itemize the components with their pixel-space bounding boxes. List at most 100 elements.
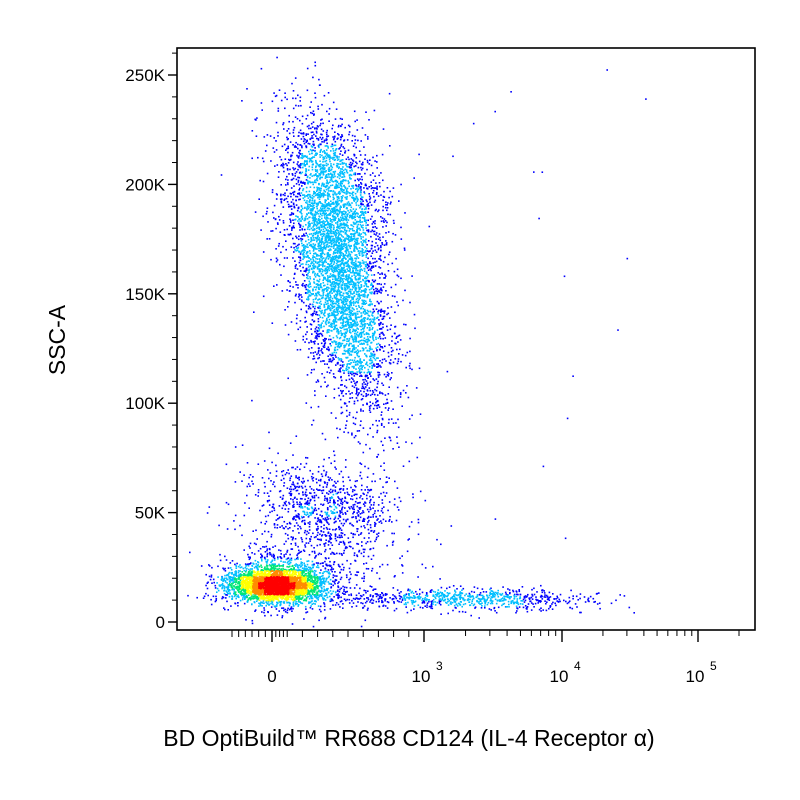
event-dot — [336, 159, 339, 161]
event-dot — [394, 358, 397, 360]
event-dot — [260, 67, 263, 70]
event-dot — [297, 328, 299, 331]
event-dot — [325, 579, 328, 581]
event-dot — [317, 357, 319, 360]
event-dot — [268, 504, 271, 506]
event-dot — [339, 491, 342, 494]
event-dot — [329, 488, 332, 491]
event-dot — [357, 543, 360, 545]
event-dot — [375, 389, 378, 392]
event-dot — [322, 122, 324, 125]
event-dot — [392, 422, 395, 424]
event-dot — [361, 221, 364, 223]
event-dot — [376, 572, 378, 574]
event-dot — [325, 513, 328, 515]
event-dot — [348, 545, 351, 548]
event-dot — [382, 128, 385, 130]
event-dot — [294, 242, 296, 245]
event-dot — [345, 386, 348, 389]
event-dot — [292, 144, 294, 146]
event-dot — [279, 556, 281, 558]
event-dot — [289, 285, 292, 287]
event-dot — [288, 560, 291, 562]
event-dot — [312, 293, 314, 295]
event-dot — [349, 178, 351, 180]
event-dot — [323, 139, 326, 142]
event-dot — [362, 607, 364, 609]
event-dot — [318, 335, 320, 338]
event-dot — [306, 457, 309, 459]
event-dot — [341, 384, 343, 386]
event-dot — [287, 162, 290, 164]
event-dot — [335, 417, 337, 419]
event-dot — [360, 169, 363, 171]
event-dot — [263, 460, 266, 462]
event-dot — [221, 577, 224, 579]
event-dot — [424, 605, 426, 607]
event-dot — [443, 596, 446, 599]
event-dot — [339, 512, 342, 514]
event-dot — [312, 156, 314, 158]
event-dot — [211, 582, 213, 584]
event-dot — [241, 100, 243, 102]
event-dot — [451, 597, 453, 599]
event-dot — [363, 211, 366, 214]
event-dot — [306, 374, 309, 376]
event-dot — [316, 544, 319, 547]
event-dot — [379, 239, 382, 242]
event-dot — [365, 393, 367, 395]
event-dot — [326, 133, 328, 136]
event-dot — [352, 504, 355, 506]
event-dot — [368, 339, 371, 342]
event-dot — [373, 310, 375, 313]
event-dot — [298, 198, 300, 201]
event-dot — [494, 598, 497, 601]
event-dot — [315, 154, 317, 156]
event-dot — [385, 593, 387, 595]
event-dot — [328, 575, 330, 578]
event-dot — [531, 598, 534, 600]
event-dot — [533, 587, 535, 590]
event-dot — [312, 419, 315, 422]
event-dot — [261, 533, 264, 535]
event-dot — [307, 296, 309, 299]
event-dot — [382, 326, 384, 329]
event-dot — [290, 548, 293, 550]
event-dot — [349, 204, 352, 207]
event-dot — [393, 332, 396, 335]
event-dot — [287, 183, 289, 186]
event-dot — [263, 556, 266, 559]
event-dot — [295, 489, 298, 492]
event-dot — [362, 295, 364, 298]
event-dot — [275, 140, 277, 142]
event-dot — [393, 602, 395, 604]
event-dot — [338, 394, 340, 397]
event-dot — [381, 346, 384, 349]
event-dot — [440, 586, 443, 589]
event-dot — [359, 358, 362, 360]
event-dot — [459, 600, 462, 603]
event-dot — [369, 407, 371, 410]
event-dot — [274, 526, 276, 529]
event-dot — [288, 132, 291, 135]
event-dot — [311, 160, 314, 163]
event-dot — [369, 394, 372, 397]
event-dot — [268, 547, 271, 550]
event-dot — [398, 592, 401, 594]
event-dot — [308, 525, 311, 528]
event-dot — [533, 593, 536, 596]
event-dot — [344, 168, 347, 171]
event-dot — [319, 332, 322, 335]
event-dot — [431, 607, 434, 610]
event-dot — [298, 492, 300, 495]
event-dot — [392, 540, 395, 543]
event-dot — [299, 253, 302, 255]
event-dot — [330, 168, 333, 171]
event-dot — [304, 341, 306, 343]
event-dot — [305, 462, 308, 465]
event-dot — [518, 589, 520, 591]
event-dot — [218, 524, 220, 527]
event-dot — [302, 181, 305, 184]
event-dot — [297, 516, 299, 518]
event-dots — [187, 56, 647, 628]
